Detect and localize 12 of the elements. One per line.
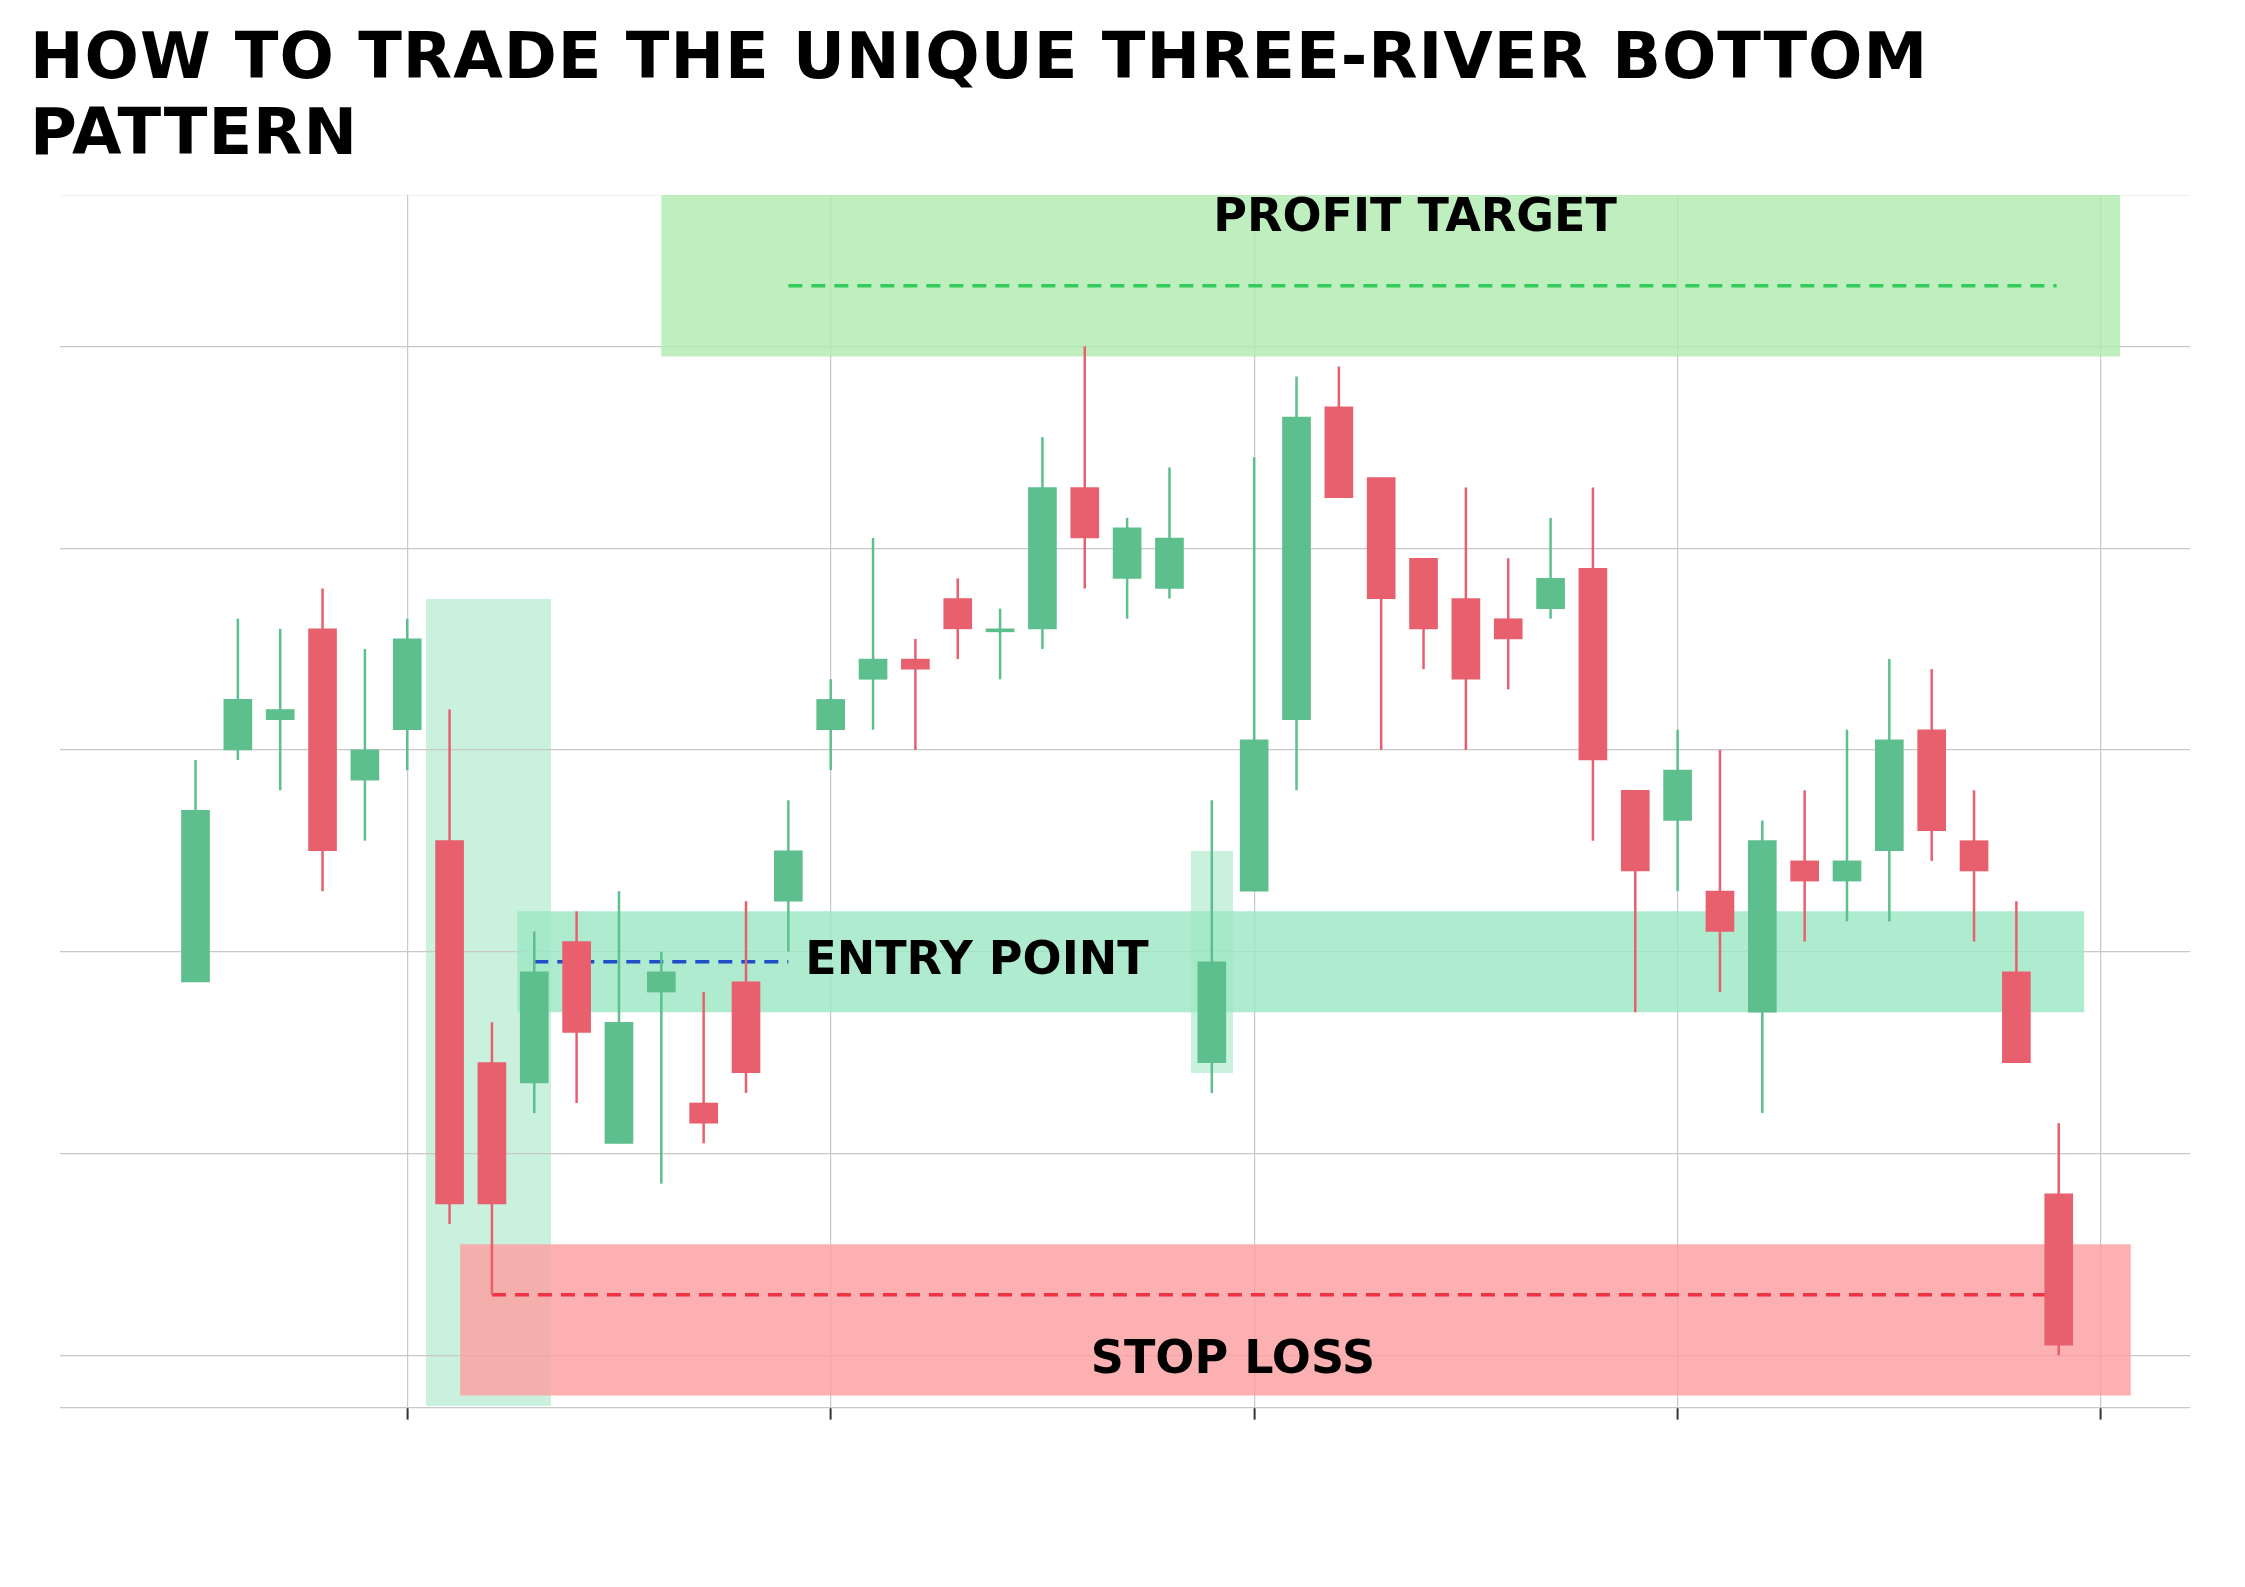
candlestick	[985, 607, 1015, 681]
candlestick	[858, 536, 888, 731]
candlestick	[689, 990, 718, 1145]
chart-title: HOW TO TRADE THE UNIQUE THREE-RIVER BOTTOM PATTERN	[30, 18, 1930, 170]
band-label: PROFIT TARGET	[1213, 188, 1618, 243]
candlestick	[1790, 789, 1819, 943]
band-label: STOP LOSS	[1090, 1330, 1376, 1385]
candlestick	[1832, 728, 1862, 923]
band-label: ENTRY POINT	[805, 930, 1150, 985]
candlestick	[901, 637, 930, 752]
candlestick	[265, 627, 295, 792]
candlestick	[646, 950, 676, 1185]
